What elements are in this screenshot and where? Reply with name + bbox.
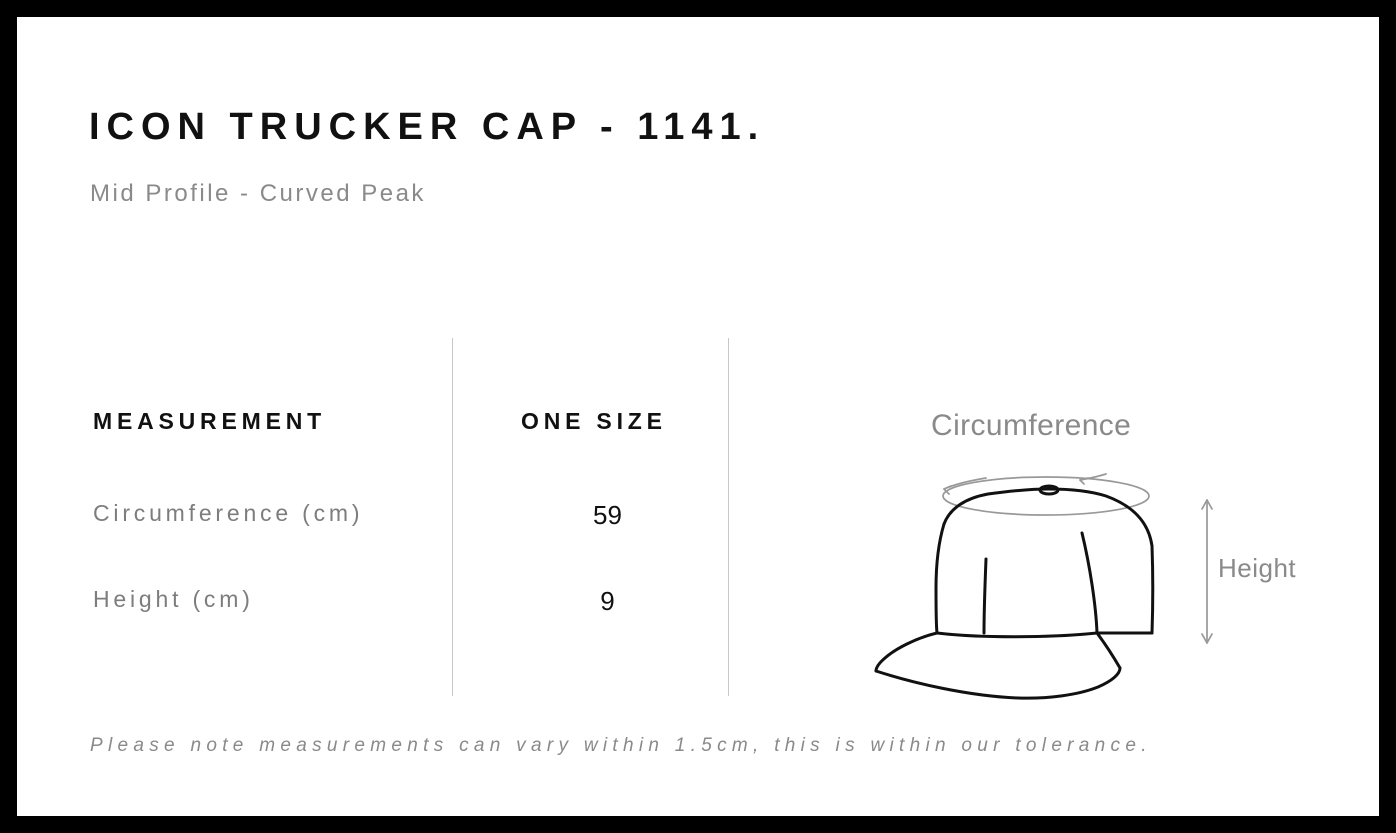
svg-text:Circumference: Circumference [931,409,1131,442]
svg-text:Height: Height [1218,553,1296,583]
